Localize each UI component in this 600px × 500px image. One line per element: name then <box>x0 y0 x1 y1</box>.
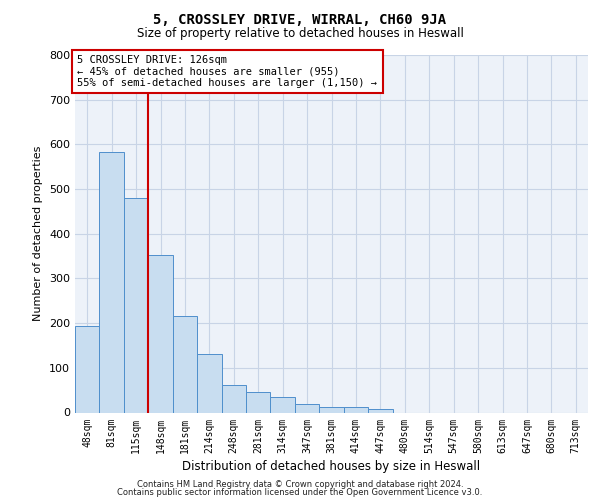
Bar <box>75 326 100 412</box>
Bar <box>295 404 319 412</box>
Bar <box>173 316 197 412</box>
Bar <box>100 152 124 412</box>
Text: 5 CROSSLEY DRIVE: 126sqm
← 45% of detached houses are smaller (955)
55% of semi-: 5 CROSSLEY DRIVE: 126sqm ← 45% of detach… <box>77 55 377 88</box>
Bar <box>148 255 173 412</box>
Bar <box>246 392 271 412</box>
Bar <box>368 409 392 412</box>
Text: Contains public sector information licensed under the Open Government Licence v3: Contains public sector information licen… <box>118 488 482 497</box>
Y-axis label: Number of detached properties: Number of detached properties <box>34 146 43 322</box>
Bar <box>197 354 221 412</box>
Bar <box>124 198 148 412</box>
Bar <box>221 385 246 412</box>
Bar <box>344 407 368 412</box>
X-axis label: Distribution of detached houses by size in Heswall: Distribution of detached houses by size … <box>182 460 481 472</box>
Text: Contains HM Land Registry data © Crown copyright and database right 2024.: Contains HM Land Registry data © Crown c… <box>137 480 463 489</box>
Bar <box>319 407 344 412</box>
Text: 5, CROSSLEY DRIVE, WIRRAL, CH60 9JA: 5, CROSSLEY DRIVE, WIRRAL, CH60 9JA <box>154 12 446 26</box>
Text: Size of property relative to detached houses in Heswall: Size of property relative to detached ho… <box>137 28 463 40</box>
Bar <box>271 397 295 412</box>
